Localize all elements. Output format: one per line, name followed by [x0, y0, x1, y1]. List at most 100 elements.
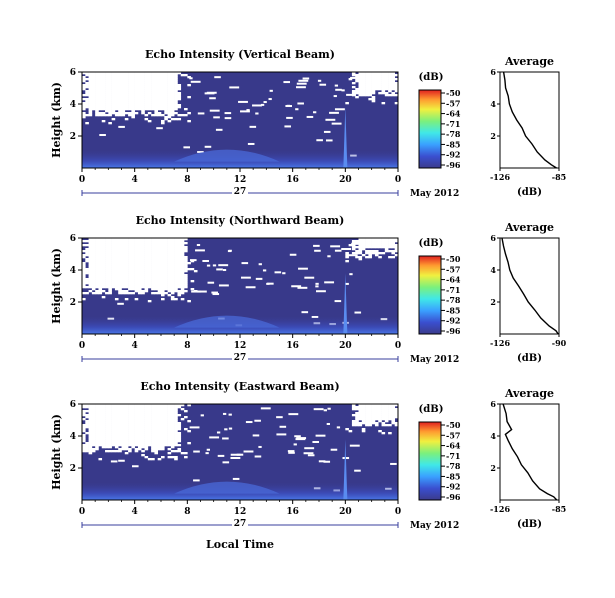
no-data-speckle [289, 253, 297, 256]
no-data-cell [121, 284, 126, 287]
no-data-cell [391, 82, 396, 85]
no-data-cell [91, 252, 96, 255]
no-data-cell [394, 404, 399, 407]
no-data-cell [358, 244, 363, 247]
no-data-cell [394, 88, 399, 91]
no-data-cell [170, 432, 175, 435]
no-data-cell [91, 98, 96, 101]
no-data-cell [157, 446, 162, 449]
no-data-cell [174, 444, 178, 447]
no-data-cell [384, 412, 389, 415]
no-data-cell [82, 276, 86, 279]
no-data-cell [154, 432, 159, 435]
no-data-cell [85, 90, 89, 93]
x-tick-label: 20 [339, 507, 352, 517]
avg-x-tick-label: -90 [552, 338, 567, 348]
no-data-cell [157, 256, 162, 259]
no-data-cell [177, 414, 182, 417]
no-data-cell [381, 410, 386, 413]
no-data-cell [361, 78, 366, 81]
no-data-cell [101, 254, 106, 257]
no-data-cell [174, 252, 178, 255]
no-data-speckle [206, 264, 211, 267]
no-data-cell [141, 264, 145, 267]
no-data-cell [137, 92, 142, 95]
no-data-cell [108, 422, 112, 425]
no-data-cell [141, 76, 145, 79]
no-data-speckle [240, 276, 251, 279]
no-data-cell [151, 86, 155, 89]
no-data-cell [170, 74, 175, 77]
no-data-cell [141, 254, 145, 257]
no-data-cell [131, 100, 135, 103]
no-data-cell [371, 96, 376, 99]
no-data-cell [141, 416, 145, 419]
no-data-cell [134, 244, 139, 247]
no-data-cell [170, 244, 175, 247]
no-data-cell [378, 74, 382, 77]
no-data-cell [144, 258, 149, 261]
no-data-cell [190, 280, 195, 283]
no-data-cell [108, 108, 112, 111]
no-data-cell [391, 422, 396, 425]
no-data-cell [180, 278, 185, 281]
no-data-cell [157, 92, 162, 95]
no-data-cell [378, 238, 382, 241]
no-data-cell [177, 72, 182, 75]
no-data-cell [167, 238, 172, 241]
no-data-cell [180, 258, 185, 261]
no-data-cell [105, 252, 109, 255]
no-data-cell [98, 100, 103, 103]
no-data-cell [161, 440, 165, 443]
no-data-cell [131, 76, 135, 79]
no-data-cell [121, 426, 126, 429]
no-data-cell [114, 108, 119, 111]
no-data-cell [161, 428, 165, 431]
no-data-cell [82, 88, 86, 91]
no-data-cell [157, 246, 162, 249]
no-data-cell [128, 278, 132, 281]
no-data-cell [157, 426, 162, 429]
no-data-cell [88, 278, 93, 281]
no-data-cell [170, 408, 175, 411]
no-data-cell [124, 428, 129, 431]
no-data-cell [118, 72, 122, 75]
no-data-cell [111, 436, 116, 439]
no-data-cell [137, 428, 142, 431]
no-data-cell [137, 408, 142, 411]
no-data-cell [98, 102, 103, 105]
no-data-speckle [274, 271, 282, 274]
no-data-speckle [247, 142, 255, 145]
no-data-cell [170, 252, 175, 255]
no-data-cell [394, 424, 399, 427]
no-data-cell [391, 412, 396, 415]
no-data-cell [85, 424, 89, 427]
no-data-cell [355, 408, 359, 411]
no-data-cell [167, 88, 172, 91]
no-data-cell [108, 78, 112, 81]
no-data-cell [374, 240, 379, 243]
no-data-cell [101, 426, 106, 429]
no-data-speckle [193, 479, 200, 482]
no-data-cell [151, 458, 155, 461]
no-data-cell [101, 252, 106, 255]
no-data-cell [184, 270, 188, 273]
no-data-cell [170, 72, 175, 75]
no-data-cell [141, 88, 145, 91]
no-data-cell [391, 246, 396, 249]
no-data-cell [170, 288, 175, 291]
no-data-cell [128, 442, 132, 445]
no-data-cell [124, 438, 129, 441]
no-data-cell [88, 436, 93, 439]
no-data-cell [187, 76, 191, 79]
no-data-cell [147, 72, 152, 75]
no-data-cell [128, 106, 132, 109]
no-data-cell [111, 268, 116, 271]
no-data-cell [388, 410, 392, 413]
no-data-cell [111, 438, 116, 441]
no-data-cell [141, 240, 145, 243]
no-data-cell [174, 256, 178, 259]
no-data-cell [105, 94, 109, 97]
no-data-cell [101, 408, 106, 411]
